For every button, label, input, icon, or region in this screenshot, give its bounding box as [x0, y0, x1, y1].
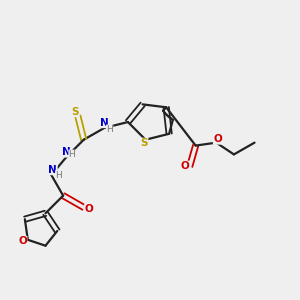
Text: S: S: [71, 107, 79, 117]
Text: O: O: [85, 204, 93, 214]
Text: H: H: [55, 170, 62, 179]
Text: O: O: [181, 161, 190, 171]
Text: N: N: [49, 165, 57, 175]
Text: H: H: [106, 125, 113, 134]
Text: S: S: [140, 138, 148, 148]
Text: O: O: [18, 236, 27, 246]
Text: O: O: [213, 134, 222, 144]
Text: H: H: [69, 150, 75, 159]
Text: N: N: [100, 118, 109, 128]
Text: N: N: [62, 147, 70, 157]
